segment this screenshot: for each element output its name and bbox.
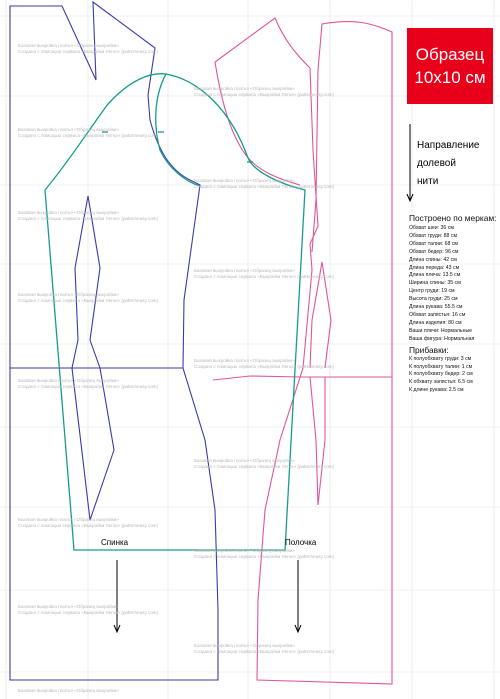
measurements-panel: Построено по меркам: Обхват шеи: 36 см О… [409, 213, 499, 395]
watermark-line-2: Создано с помощью сервиса «Выкройки Легк… [18, 523, 159, 528]
watermark: Базовая выкройка платья «Образец выкройк… [194, 548, 334, 560]
watermark: Базовая выкройка платья «Образец выкройк… [194, 178, 334, 190]
allowance-item: К длине рукава: 2.5 см [409, 387, 464, 394]
watermark: Базовая выкройка платья «Образец выкройк… [18, 210, 158, 222]
measurement-item: Ваши плечи: Нормальные [409, 327, 473, 334]
watermark-line-1: Базовая выкройка платья «Образец выкройк… [194, 643, 295, 648]
watermark-line-2: Создано с помощью сервиса «Выкройки Легк… [194, 649, 335, 654]
watermark-line-2: Создано с помощью сервиса «Выкройки Легк… [18, 384, 159, 389]
measurement-item: Высота груди: 25 см [409, 296, 458, 303]
front-piece [212, 17, 393, 685]
measurement-item: Обхват шеи: 36 см [409, 225, 454, 231]
watermark-line-2: Создано с помощью сервиса «Выкройки Легк… [194, 464, 335, 469]
watermark-line-2: Создано с помощью сервиса «Выкройки Легк… [18, 610, 159, 615]
allowance-item: К полуобхвату талии: 1 см [409, 363, 473, 370]
grain-line-1: Направление [417, 140, 480, 151]
watermark: Базовая выкройка платья «Образец выкройк… [18, 688, 119, 694]
sample-square: Образец 10х10 см [407, 28, 493, 104]
watermark-line-1: Базовая выкройка платья «Образец выкройк… [18, 292, 119, 297]
measurement-item: Длина плеча: 13.5 см [409, 272, 461, 279]
watermark-line-1: Базовая выкройка платья «Образец выкройк… [18, 688, 119, 693]
watermark-line-1: Базовая выкройка платья «Образец выкройк… [194, 268, 295, 273]
front-side-seam [212, 375, 304, 381]
watermark-line-2: Создано с помощью сервиса «Выкройки Легк… [194, 274, 335, 279]
watermark-line-2: Создано с помощью сервиса «Выкройки Легк… [18, 298, 159, 303]
measurement-item: Длина рукава: 55.5 см [409, 304, 463, 311]
watermark-line-2: Создано с помощью сервиса «Выкройки Легк… [18, 133, 159, 138]
watermark-line-2: Создано с помощью сервиса «Выкройки Легк… [18, 49, 159, 54]
grain-direction-label: Направление долевой нити [417, 137, 479, 191]
sample-line-2: 10х10 см [414, 68, 486, 87]
measurements-heading: Построено по меркам: [409, 213, 497, 223]
watermark: Базовая выкройка платья «Образец выкройк… [18, 43, 158, 55]
watermark: Базовая выкройка платья «Образец выкройк… [194, 458, 334, 470]
sleeve-piece [44, 73, 306, 551]
measurement-item: Обхват талии: 68 см [409, 240, 458, 247]
sleeve-outline [44, 73, 306, 551]
measurement-item: Ваша фигура: Нормальная [409, 335, 475, 342]
watermark-line-1: Базовая выкройка платья «Образец выкройк… [18, 127, 119, 132]
grain-line-3: нити [417, 176, 439, 187]
watermark: Базовая выкройка платья «Образец выкройк… [194, 268, 334, 280]
watermark: Базовая выкройка платья «Образец выкройк… [194, 643, 334, 655]
front-dart-top [309, 261, 332, 369]
watermark: Базовая выкройка платья «Образец выкройк… [18, 378, 158, 390]
watermark-line-2: Создано с помощью сервиса «Выкройки Легк… [18, 216, 159, 221]
watermark-line-1: Базовая выкройка платья «Образец выкройк… [18, 517, 119, 522]
back-piece-label: Спинка [101, 538, 129, 547]
sample-line-1: Образец [415, 45, 485, 64]
measurement-item: Центр груди: 19 см [409, 288, 455, 295]
watermark-line-1: Базовая выкройка платья «Образец выкройк… [194, 458, 295, 463]
watermark-line-1: Базовая выкройка платья «Образец выкройк… [194, 86, 295, 91]
watermark-line-1: Базовая выкройка платья «Образец выкройк… [18, 604, 119, 609]
measurement-item: Ширина спины: 35 см [409, 280, 461, 287]
allowances-heading: Прибавки: [409, 344, 449, 355]
watermark-line-1: Базовая выкройка платья «Образец выкройк… [194, 178, 295, 183]
front-dart-bottom [309, 376, 326, 506]
measurement-item: Длина изделия: 80 см [409, 319, 462, 326]
back-dart-top [71, 195, 101, 369]
grain-line-2: долевой [417, 158, 456, 169]
measurement-item: Обхват груди: 88 см [409, 232, 458, 239]
back-outline [9, 0, 219, 681]
allowance-item: К полуобхвату бедер: 2 см [409, 371, 473, 378]
front-outline [214, 17, 393, 685]
watermark-line-1: Базовая выкройка платья «Образец выкройк… [194, 548, 295, 553]
watermark: Базовая выкройка платья «Образец выкройк… [194, 358, 334, 370]
measurement-item: Длина переда: 43 см [409, 264, 460, 271]
watermark-line-2: Создано с помощью сервиса «Выкройки Легк… [194, 364, 335, 369]
front-armhole [214, 61, 301, 186]
allowance-item: К полуобхвату груди: 3 см [409, 355, 472, 362]
watermark-line-1: Базовая выкройка платья «Образец выкройк… [194, 358, 295, 363]
grain-arrows [113, 124, 414, 634]
sleeve-cap-inner [155, 73, 201, 187]
allowance-item: К обхвату запястья: 6.5 см [409, 379, 473, 386]
front-piece-label: Полочка [285, 538, 317, 547]
watermark: Базовая выкройка платья «Образец выкройк… [18, 517, 158, 529]
measurement-item: Обхват запястья: 16 см [409, 311, 466, 318]
watermark-line-2: Создано с помощью сервиса «Выкройки Легк… [194, 184, 335, 189]
watermark: Базовая выкройка платья «Образец выкройк… [18, 292, 158, 304]
watermark: Базовая выкройка платья «Образец выкройк… [194, 86, 334, 98]
measurement-item: Обхват бедер: 96 см [409, 248, 459, 255]
watermark-line-1: Базовая выкройка платья «Образец выкройк… [18, 210, 119, 215]
watermark-line-2: Создано с помощью сервиса «Выкройки Легк… [194, 554, 335, 559]
watermark-line-2: Создано с помощью сервиса «Выкройки Легк… [194, 92, 335, 97]
back-dart-bottom [71, 367, 115, 521]
watermark: Базовая выкройка платья «Образец выкройк… [18, 604, 158, 616]
watermark: Базовая выкройка платья «Образец выкройк… [18, 127, 158, 139]
measurement-item: Длина спины: 42 см [409, 256, 457, 263]
back-piece [9, 0, 219, 681]
watermark-line-1: Базовая выкройка платья «Образец выкройк… [18, 43, 119, 48]
watermark-line-1: Базовая выкройка платья «Образец выкройк… [18, 378, 119, 383]
